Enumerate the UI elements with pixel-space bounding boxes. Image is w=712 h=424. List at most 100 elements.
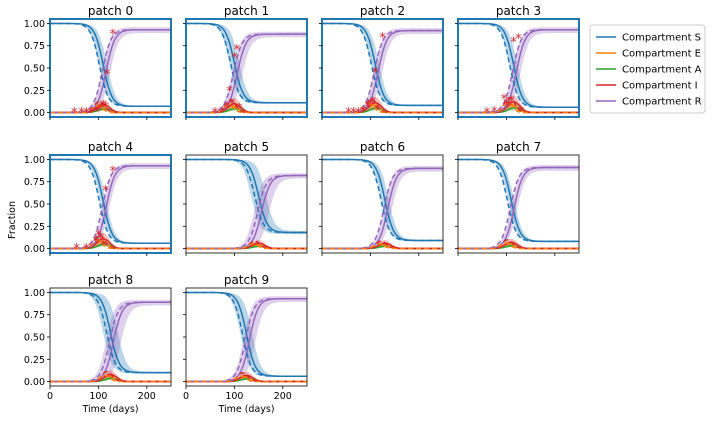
- band-compartment-r: [50, 27, 171, 113]
- panel-plot: [458, 158, 579, 250]
- observed-marker: *: [83, 106, 90, 121]
- dashed-compartment-s: [186, 291, 307, 377]
- band-compartment-i: [322, 96, 443, 113]
- observed-marker: *: [515, 32, 522, 47]
- dashed-compartment-s: [186, 158, 307, 234]
- band-compartment-r: [458, 27, 579, 113]
- dashed-compartment-s: [50, 22, 171, 108]
- band-compartment-r: [322, 28, 443, 113]
- y-tick-label: 0.25: [24, 355, 45, 366]
- band-compartment-r: [50, 163, 171, 249]
- panel-plot: [186, 291, 307, 383]
- observed-marker: *: [224, 100, 231, 115]
- legend: Compartment S Compartment E Compartment A C…: [589, 24, 706, 114]
- observed-marker: *: [102, 184, 109, 199]
- x-tick-label: 200: [274, 391, 292, 402]
- observed-marker: *: [345, 106, 352, 121]
- observed-marker: *: [226, 85, 233, 100]
- band-compartment-a: [322, 105, 443, 113]
- band-compartment-s: [458, 23, 579, 108]
- dashed-compartment-e: [322, 102, 443, 114]
- observed-marker: *: [88, 106, 95, 121]
- observed-marker: *: [110, 165, 117, 180]
- panel-title: patch 9: [224, 273, 269, 287]
- panel-plot: * ********: [458, 22, 579, 117]
- panel-plot: * **********: [50, 22, 171, 121]
- legend-entry: Compartment S: [622, 33, 701, 44]
- dashed-compartment-r: [186, 174, 307, 250]
- observed-marker: *: [110, 28, 117, 43]
- panel-title: patch 1: [224, 4, 269, 18]
- observed-marker: *: [236, 102, 243, 117]
- observed-marker: *: [78, 106, 85, 121]
- y-tick-label: 1.00: [24, 155, 45, 166]
- panel-plot: **********: [322, 22, 443, 121]
- panel-plot: [322, 158, 443, 250]
- dashed-compartment-e: [50, 238, 171, 250]
- observed-marker: *: [355, 106, 362, 121]
- observed-marker: *: [374, 102, 381, 117]
- band-compartment-r: [458, 165, 579, 249]
- y-tick-label: 0.50: [24, 333, 45, 344]
- observed-marker: *: [367, 97, 374, 112]
- panel-4: patch 4 * * ****** 0.00 0.25 0.50 0.75 1.00: [24, 140, 172, 257]
- legend-entry: Compartment R: [622, 97, 702, 108]
- observed-marker: *: [100, 238, 107, 253]
- observed-marker: *: [231, 51, 238, 66]
- dashed-compartment-e: [50, 104, 171, 114]
- dashed-compartment-s: [186, 22, 307, 104]
- observed-marker: *: [506, 99, 513, 114]
- panel-7: patch 7: [455, 140, 580, 256]
- observed-marker: *: [234, 43, 241, 58]
- observed-marker: *: [95, 104, 102, 119]
- dashed-compartment-e: [186, 103, 307, 114]
- observed-marker: *: [83, 242, 90, 257]
- observed-marker: *: [350, 106, 357, 121]
- band-compartment-s: [186, 159, 307, 235]
- dashed-compartment-s: [458, 22, 579, 108]
- dashed-compartment-e: [458, 102, 579, 114]
- band-compartment-i: [50, 99, 171, 113]
- observed-marker: *: [229, 97, 236, 112]
- observed-marker: *: [98, 231, 105, 246]
- observed-marker: *: [73, 242, 80, 257]
- y-tick-label: 0.00: [24, 108, 45, 119]
- dashed-compartment-e: [186, 375, 307, 383]
- x-tick-label: 100: [89, 391, 107, 402]
- x-tick-label: 100: [225, 391, 243, 402]
- observed-marker: *: [370, 95, 377, 110]
- panel-6: patch 6: [319, 140, 444, 256]
- x-tick-label: 0: [47, 391, 53, 402]
- line-compartment-r: [186, 174, 307, 250]
- observed-marker: *: [95, 229, 102, 244]
- y-axis-label: Fraction: [7, 201, 18, 239]
- dashed-compartment-s: [322, 22, 443, 107]
- dashed-compartment-s: [458, 158, 579, 243]
- panel-title: patch 4: [88, 140, 133, 154]
- observed-marker: *: [98, 102, 105, 117]
- dashed-compartment-s: [322, 158, 443, 242]
- panel-grid: patch 0* **********0.000.250.500.751.00pa…: [24, 4, 580, 415]
- observed-marker: *: [503, 97, 510, 112]
- observed-marker: *: [93, 105, 100, 120]
- panel-3: patch 3 * ********: [455, 4, 580, 120]
- panel-title: patch 8: [88, 273, 133, 287]
- observed-marker: *: [372, 66, 379, 81]
- observed-marker: *: [212, 106, 219, 121]
- y-tick-label: 0.00: [24, 244, 45, 255]
- band-compartment-r: [50, 299, 171, 382]
- observed-marker: *: [379, 31, 386, 46]
- dashed-compartment-e: [50, 374, 171, 383]
- y-tick-label: 0.50: [24, 64, 45, 75]
- dashed-compartment-s: [50, 158, 171, 244]
- x-axis-label: Time (days): [81, 404, 138, 415]
- panel-plot: [50, 291, 171, 383]
- x-axis-label: Time (days): [217, 404, 274, 415]
- observed-marker: *: [104, 68, 111, 83]
- panel-0: patch 0 * ********** 0.00 0.25 0.50 0.75 1.00: [24, 4, 172, 121]
- observed-marker: *: [501, 93, 508, 108]
- panel-1: patch 1* *******: [183, 4, 308, 121]
